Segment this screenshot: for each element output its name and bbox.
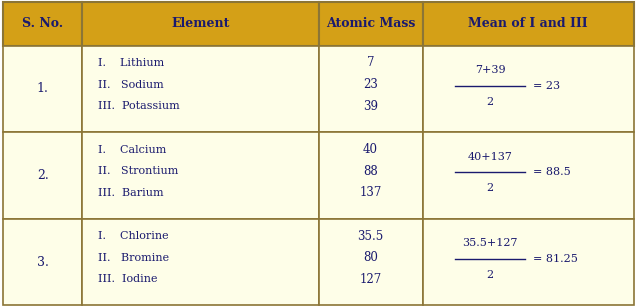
- Text: 2.: 2.: [37, 169, 48, 182]
- Text: 80: 80: [363, 251, 378, 264]
- FancyBboxPatch shape: [318, 132, 422, 219]
- Text: Atomic Mass: Atomic Mass: [326, 17, 415, 30]
- Text: = 81.25: = 81.25: [533, 254, 578, 264]
- FancyBboxPatch shape: [82, 132, 318, 219]
- Text: III.  Barium: III. Barium: [98, 188, 164, 198]
- FancyBboxPatch shape: [422, 132, 634, 219]
- Text: 35.5+127: 35.5+127: [462, 238, 518, 248]
- Text: 40: 40: [363, 143, 378, 156]
- FancyBboxPatch shape: [422, 219, 634, 305]
- Text: = 88.5: = 88.5: [533, 167, 571, 177]
- Text: 7: 7: [367, 56, 375, 69]
- Text: Element: Element: [171, 17, 229, 30]
- FancyBboxPatch shape: [318, 219, 422, 305]
- Text: 88: 88: [363, 165, 378, 178]
- Text: 23: 23: [363, 78, 378, 91]
- Text: I.    Lithium: I. Lithium: [98, 58, 164, 68]
- Text: I.    Calcium: I. Calcium: [98, 145, 166, 154]
- Text: Mean of I and III: Mean of I and III: [468, 17, 588, 30]
- FancyBboxPatch shape: [3, 219, 82, 305]
- FancyBboxPatch shape: [3, 2, 82, 46]
- Text: 127: 127: [359, 273, 382, 286]
- Text: 1.: 1.: [37, 82, 48, 95]
- FancyBboxPatch shape: [318, 2, 422, 46]
- Text: II.   Sodium: II. Sodium: [98, 80, 164, 90]
- Text: 137: 137: [359, 186, 382, 199]
- Text: 2: 2: [487, 97, 494, 107]
- Text: 3.: 3.: [37, 256, 48, 269]
- FancyBboxPatch shape: [422, 2, 634, 46]
- FancyBboxPatch shape: [3, 132, 82, 219]
- FancyBboxPatch shape: [82, 2, 318, 46]
- Text: 2: 2: [487, 183, 494, 193]
- FancyBboxPatch shape: [422, 46, 634, 132]
- Text: 39: 39: [363, 100, 378, 113]
- Text: II.   Strontium: II. Strontium: [98, 166, 178, 176]
- FancyBboxPatch shape: [3, 46, 82, 132]
- Text: = 23: = 23: [533, 81, 560, 91]
- Text: 35.5: 35.5: [357, 230, 383, 243]
- Text: I.    Chlorine: I. Chlorine: [98, 231, 169, 241]
- Text: III.  Iodine: III. Iodine: [98, 274, 157, 285]
- FancyBboxPatch shape: [82, 219, 318, 305]
- Text: 40+137: 40+137: [468, 151, 513, 161]
- FancyBboxPatch shape: [82, 46, 318, 132]
- Text: II.   Bromine: II. Bromine: [98, 253, 169, 263]
- Text: III.  Potassium: III. Potassium: [98, 101, 180, 111]
- Text: 7+39: 7+39: [475, 65, 506, 75]
- Text: S. No.: S. No.: [22, 17, 63, 30]
- FancyBboxPatch shape: [318, 46, 422, 132]
- Text: 2: 2: [487, 270, 494, 280]
